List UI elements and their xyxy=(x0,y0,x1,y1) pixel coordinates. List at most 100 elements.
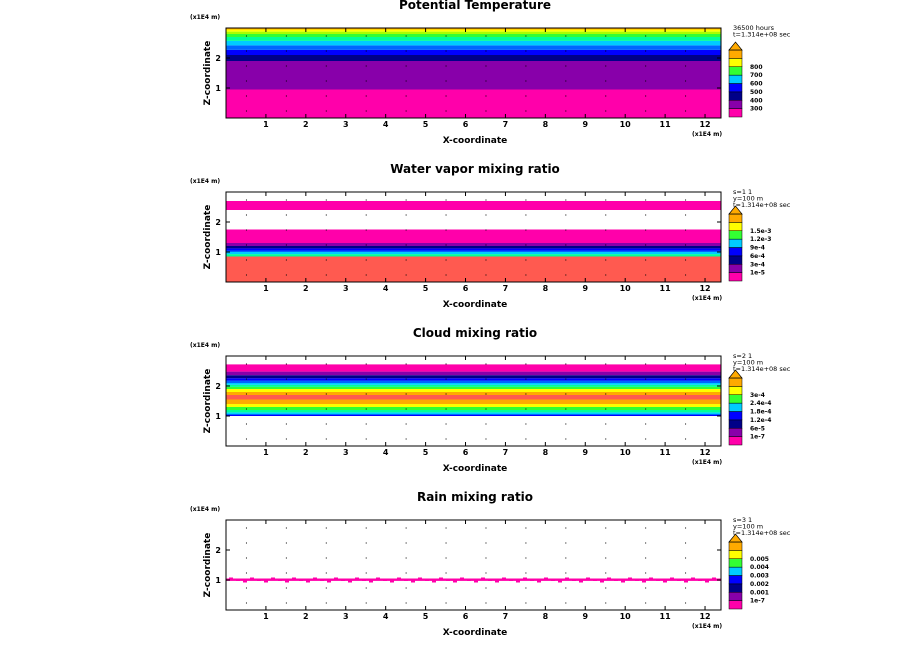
colorbar-swatch xyxy=(728,255,743,265)
y-tick-label: 2 xyxy=(215,54,221,63)
grid-dot xyxy=(685,80,687,82)
grid-dot xyxy=(685,572,687,574)
colorbar-level-label: 1.5e-3 xyxy=(750,228,771,235)
grid-dot xyxy=(405,438,407,440)
grid-dots xyxy=(245,527,687,604)
grid-dot xyxy=(525,35,527,37)
x-tick-label: 3 xyxy=(343,120,349,129)
grid-dot xyxy=(445,244,447,246)
colorbar-swatch xyxy=(728,83,743,93)
grid-dot xyxy=(565,393,567,395)
grid-dot xyxy=(405,423,407,425)
grid-dot xyxy=(365,50,367,52)
grid-dot xyxy=(405,527,407,529)
grid-dot xyxy=(645,527,647,529)
x-tick-label: 7 xyxy=(503,448,509,457)
colorbar-level-label: 1.8e-4 xyxy=(750,409,771,416)
grid-dot xyxy=(445,602,447,604)
chart-title: Potential Temperature xyxy=(399,0,551,12)
grid-dot xyxy=(285,408,287,410)
grid-dot xyxy=(685,363,687,365)
x-tick-label: 11 xyxy=(660,120,672,129)
colorbar-swatch xyxy=(728,230,743,240)
grid-dot xyxy=(365,259,367,261)
grid-dot xyxy=(565,557,567,559)
colorbar-swatch xyxy=(728,592,743,601)
grid-dot xyxy=(565,50,567,52)
grid-dot xyxy=(485,35,487,37)
grid-dot xyxy=(285,542,287,544)
grid-dot xyxy=(485,423,487,425)
x-tick-label: 8 xyxy=(543,120,549,129)
y-axis-label: Z-coordinate xyxy=(203,41,213,106)
colorbar-level-label: 3e-4 xyxy=(750,261,765,268)
grid-dot xyxy=(245,95,247,97)
colorbar-swatch xyxy=(728,264,743,273)
colorbar-level-label: 1.2e-4 xyxy=(750,417,771,424)
y-scale-label: (x1E4 m) xyxy=(190,342,220,349)
grid-dot xyxy=(245,527,247,529)
grid-dot xyxy=(445,50,447,52)
colorbar-level-label: 0.001 xyxy=(750,589,769,596)
grid-dot xyxy=(485,378,487,380)
grid-dot xyxy=(525,80,527,82)
grid-dot xyxy=(445,438,447,440)
grid-dot xyxy=(645,50,647,52)
grid-dot xyxy=(645,587,647,589)
colorbar-level-label: 3e-4 xyxy=(750,392,765,399)
colorbar-level-label: 800 xyxy=(750,64,763,71)
x-tick-label: 11 xyxy=(660,612,672,621)
grid-dot xyxy=(525,378,527,380)
grid-dot xyxy=(405,50,407,52)
grid-dot xyxy=(405,274,407,276)
colorbar-swatch xyxy=(728,213,743,223)
grid-dot xyxy=(605,244,607,246)
plot-frame xyxy=(225,191,722,283)
grid-dot xyxy=(245,542,247,544)
grid-dot xyxy=(565,110,567,112)
grid-dot xyxy=(605,423,607,425)
grid-dot xyxy=(365,602,367,604)
contour-band xyxy=(226,407,721,410)
grid-dot xyxy=(685,527,687,529)
x-axis-label: X-coordinate xyxy=(443,628,508,638)
grid-dot xyxy=(485,199,487,201)
y-tick-label: 2 xyxy=(215,218,221,227)
grid-dot xyxy=(325,602,327,604)
grid-dot xyxy=(685,393,687,395)
grid-dot xyxy=(645,80,647,82)
grid-dot xyxy=(285,587,287,589)
grid-dot xyxy=(685,378,687,380)
grid-dot xyxy=(445,423,447,425)
grid-dot xyxy=(405,199,407,201)
colorbar-arrow xyxy=(728,369,743,379)
contour-band xyxy=(226,252,721,255)
x-tick-label: 12 xyxy=(699,120,710,129)
grid-dot xyxy=(285,274,287,276)
x-tick-label: 10 xyxy=(620,284,632,293)
contour-band xyxy=(226,384,721,387)
info-text: y=100 m xyxy=(733,523,763,531)
grid-dot xyxy=(405,80,407,82)
colorbar-swatch xyxy=(728,108,743,118)
contour-band xyxy=(226,254,721,257)
grid-dot xyxy=(325,35,327,37)
grid-dot xyxy=(445,229,447,231)
grid-dot xyxy=(285,423,287,425)
grid-dot xyxy=(645,274,647,276)
grid-dot xyxy=(365,214,367,216)
grid-dot xyxy=(325,229,327,231)
grid-dot xyxy=(565,527,567,529)
y-tick-label: 1 xyxy=(215,84,221,93)
grid-dot xyxy=(645,423,647,425)
x-tick-label: 12 xyxy=(699,612,710,621)
x-tick-label: 8 xyxy=(543,284,549,293)
colorbar-swatch xyxy=(728,66,743,76)
x-tick-label: 4 xyxy=(383,448,389,457)
grid-dot xyxy=(605,572,607,574)
grid-dot xyxy=(325,572,327,574)
grid-dot xyxy=(325,378,327,380)
x-tick-label: 4 xyxy=(383,120,389,129)
